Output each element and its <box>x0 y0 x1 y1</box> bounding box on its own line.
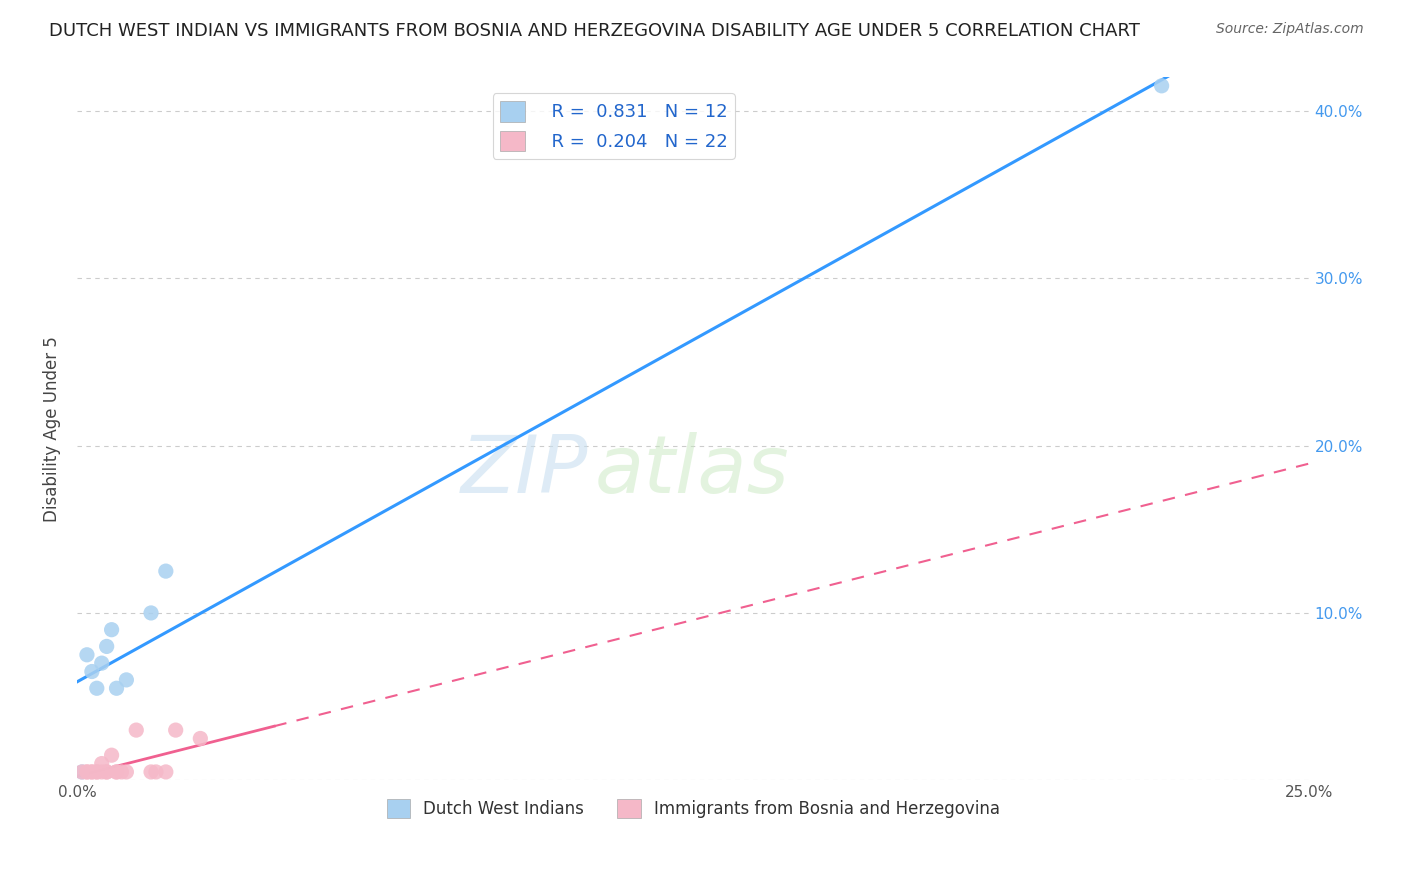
Text: ZIP: ZIP <box>461 432 589 510</box>
Point <box>165 723 187 737</box>
Point <box>80 764 103 779</box>
Point <box>105 764 128 779</box>
Point <box>110 764 132 779</box>
Point <box>115 673 138 687</box>
Legend: Dutch West Indians, Immigrants from Bosnia and Herzegovina: Dutch West Indians, Immigrants from Bosn… <box>380 792 1007 825</box>
Point <box>96 764 118 779</box>
Point <box>105 764 128 779</box>
Point <box>76 764 98 779</box>
Text: DUTCH WEST INDIAN VS IMMIGRANTS FROM BOSNIA AND HERZEGOVINA DISABILITY AGE UNDER: DUTCH WEST INDIAN VS IMMIGRANTS FROM BOS… <box>49 22 1140 40</box>
Point <box>188 731 211 746</box>
Point <box>90 764 112 779</box>
Text: atlas: atlas <box>595 432 789 510</box>
Point <box>155 564 177 578</box>
Point <box>70 764 93 779</box>
Point <box>90 656 112 670</box>
Point <box>86 681 108 696</box>
Point <box>125 723 148 737</box>
Point <box>96 640 118 654</box>
Point <box>105 681 128 696</box>
Point <box>76 648 98 662</box>
Y-axis label: Disability Age Under 5: Disability Age Under 5 <box>44 336 60 522</box>
Point <box>96 764 118 779</box>
Point <box>139 606 162 620</box>
Point <box>155 764 177 779</box>
Point <box>100 623 122 637</box>
Point <box>86 764 108 779</box>
Point <box>115 764 138 779</box>
Point <box>145 764 167 779</box>
Point <box>100 748 122 763</box>
Point <box>80 764 103 779</box>
Point <box>80 665 103 679</box>
Point <box>76 764 98 779</box>
Text: Source: ZipAtlas.com: Source: ZipAtlas.com <box>1216 22 1364 37</box>
Point <box>139 764 162 779</box>
Point <box>70 764 93 779</box>
Point <box>90 756 112 771</box>
Point <box>86 764 108 779</box>
Point <box>1150 78 1173 93</box>
